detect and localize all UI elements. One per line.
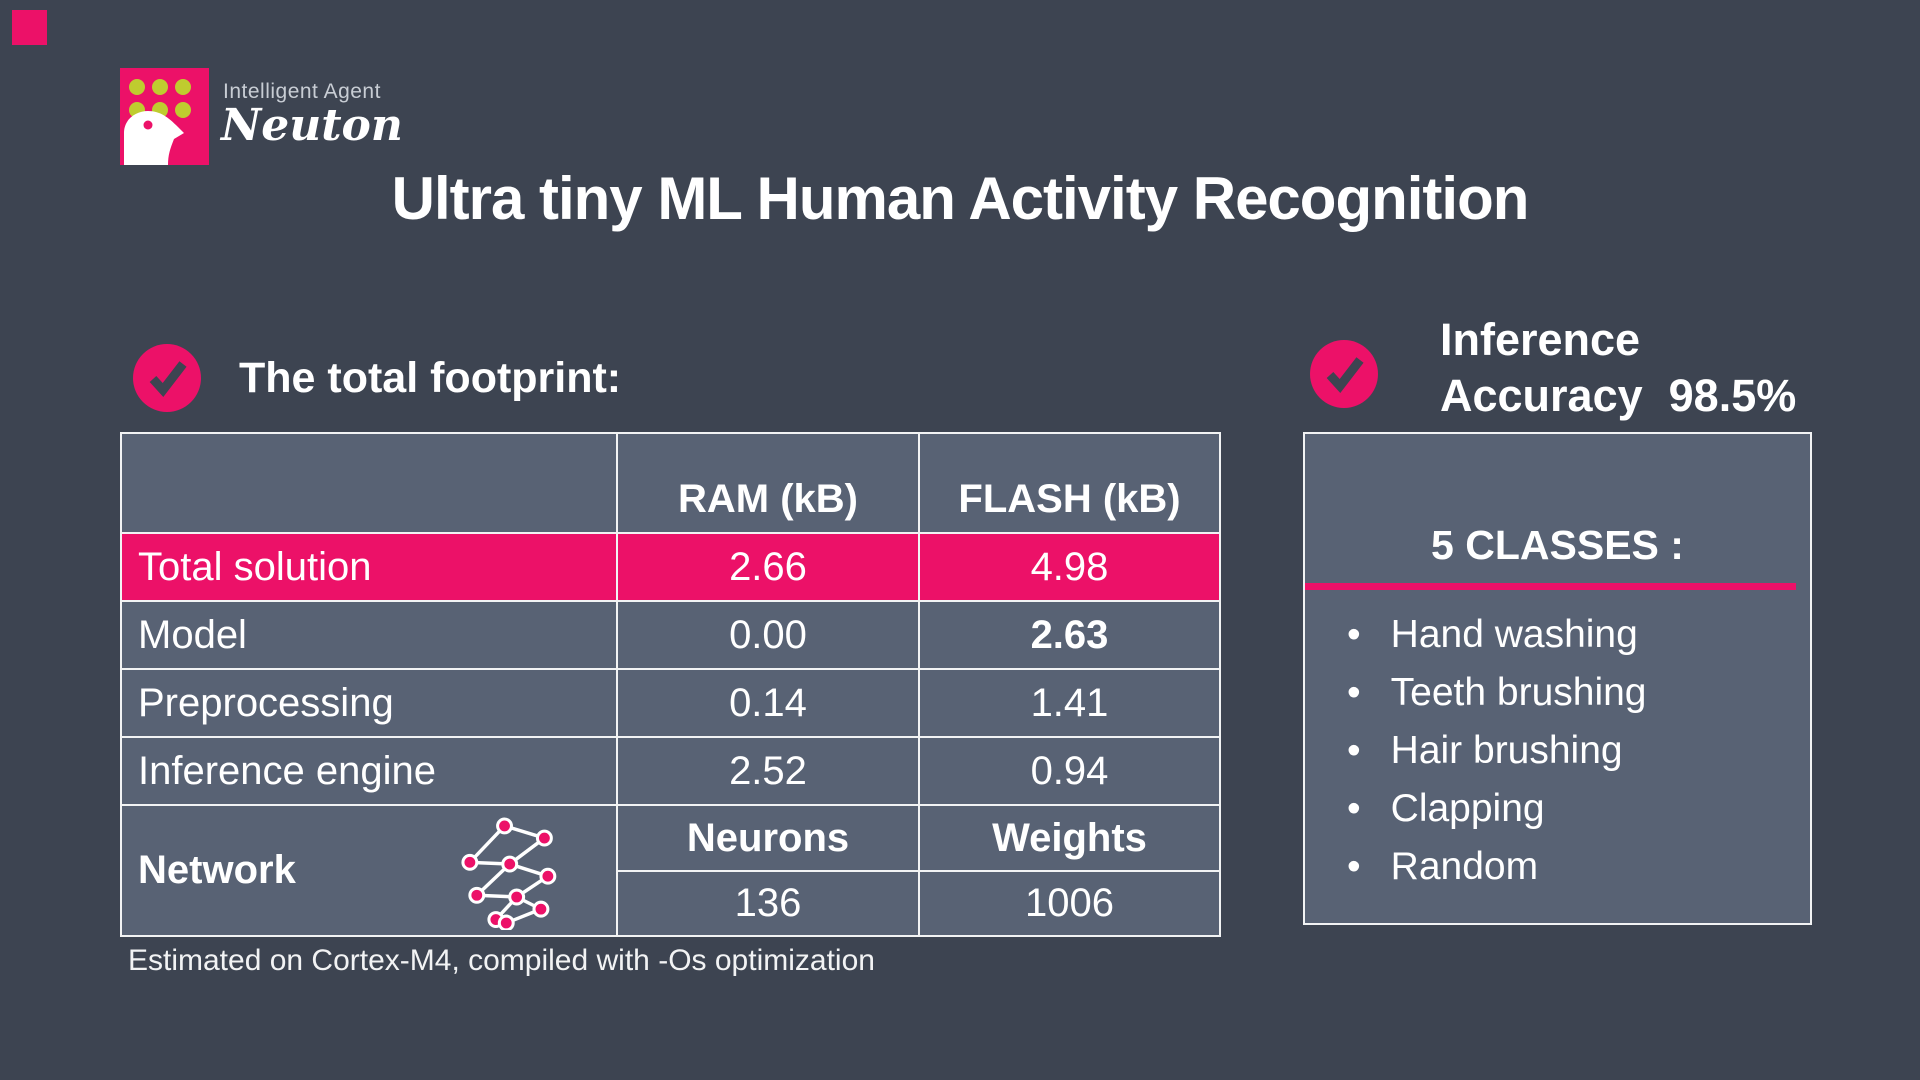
class-item: Random bbox=[1347, 846, 1800, 887]
logo-product-name: Neuton bbox=[221, 100, 403, 151]
flash-value: 1.41 bbox=[918, 668, 1221, 738]
slide-title: Ultra tiny ML Human Activity Recognition bbox=[391, 165, 1530, 232]
accuracy-line2: Accuracy 98.5% bbox=[1440, 370, 1797, 421]
ram-header: RAM (kB) bbox=[616, 432, 920, 534]
flash-value: 2.63 bbox=[918, 600, 1221, 670]
empty-header-cell bbox=[120, 432, 618, 534]
neurons-header: Neurons bbox=[616, 804, 920, 872]
footprint-heading: The total footprint: bbox=[239, 353, 622, 402]
logo-company-name: Intelligent Agent bbox=[223, 80, 381, 103]
footprint-header: The total footprint: bbox=[133, 344, 621, 412]
table-row-network-values: 136 1006 bbox=[121, 870, 1221, 937]
table-row-inference-engine: Inference engine 2.52 0.94 bbox=[120, 736, 1221, 806]
flash-header: FLASH (kB) bbox=[918, 432, 1221, 534]
row-label: Network bbox=[138, 848, 296, 892]
corner-accent bbox=[12, 10, 47, 45]
classes-list: Hand washing Teeth brushing Hair brushin… bbox=[1347, 614, 1800, 904]
accuracy-heading: Inference Accuracy 98.5% bbox=[1440, 312, 1796, 424]
classes-divider bbox=[1305, 583, 1796, 590]
logo-dot bbox=[175, 79, 191, 95]
table-row-total-solution: Total solution 2.66 4.98 bbox=[120, 532, 1221, 602]
class-item: Hand washing bbox=[1347, 614, 1800, 655]
accuracy-line1: Inference bbox=[1440, 314, 1641, 365]
row-label: Inference engine bbox=[120, 736, 618, 806]
row-label: Total solution bbox=[120, 532, 618, 602]
ram-value: 0.14 bbox=[616, 668, 920, 738]
weights-header: Weights bbox=[918, 804, 1221, 872]
table-row-preprocessing: Preprocessing 0.14 1.41 bbox=[120, 668, 1221, 738]
neurons-value: 136 bbox=[616, 870, 920, 937]
check-icon bbox=[1310, 340, 1378, 408]
neuton-logo bbox=[120, 68, 209, 165]
weights-value: 1006 bbox=[918, 870, 1221, 937]
class-item: Clapping bbox=[1347, 788, 1800, 829]
logo-dot bbox=[175, 102, 191, 118]
class-item: Teeth brushing bbox=[1347, 672, 1800, 713]
network-cell: Network bbox=[120, 804, 618, 937]
table-row-network-header: Network bbox=[120, 804, 1221, 937]
bird-head-icon bbox=[124, 111, 184, 165]
class-item: Hair brushing bbox=[1347, 730, 1800, 771]
accuracy-value: 98.5% bbox=[1668, 370, 1797, 421]
table-header-row: RAM (kB) FLASH (kB) bbox=[120, 432, 1221, 534]
neural-network-icon bbox=[461, 816, 557, 930]
table-footnote: Estimated on Cortex-M4, compiled with -O… bbox=[128, 944, 875, 977]
footprint-table: RAM (kB) FLASH (kB) Total solution 2.66 … bbox=[120, 432, 1221, 937]
table-row-model: Model 0.00 2.63 bbox=[120, 600, 1221, 670]
ram-value: 2.66 bbox=[616, 532, 920, 602]
ram-value: 0.00 bbox=[616, 600, 920, 670]
logo-dot bbox=[152, 79, 168, 95]
flash-value: 0.94 bbox=[918, 736, 1221, 806]
flash-value: 4.98 bbox=[918, 532, 1221, 602]
classes-panel: 5 CLASSES : Hand washing Teeth brushing … bbox=[1303, 432, 1812, 925]
logo-dot bbox=[129, 79, 145, 95]
row-label: Preprocessing bbox=[120, 668, 618, 738]
ram-value: 2.52 bbox=[616, 736, 920, 806]
row-label: Model bbox=[120, 600, 618, 670]
check-icon bbox=[133, 344, 201, 412]
classes-title: 5 CLASSES : bbox=[1431, 522, 1684, 568]
